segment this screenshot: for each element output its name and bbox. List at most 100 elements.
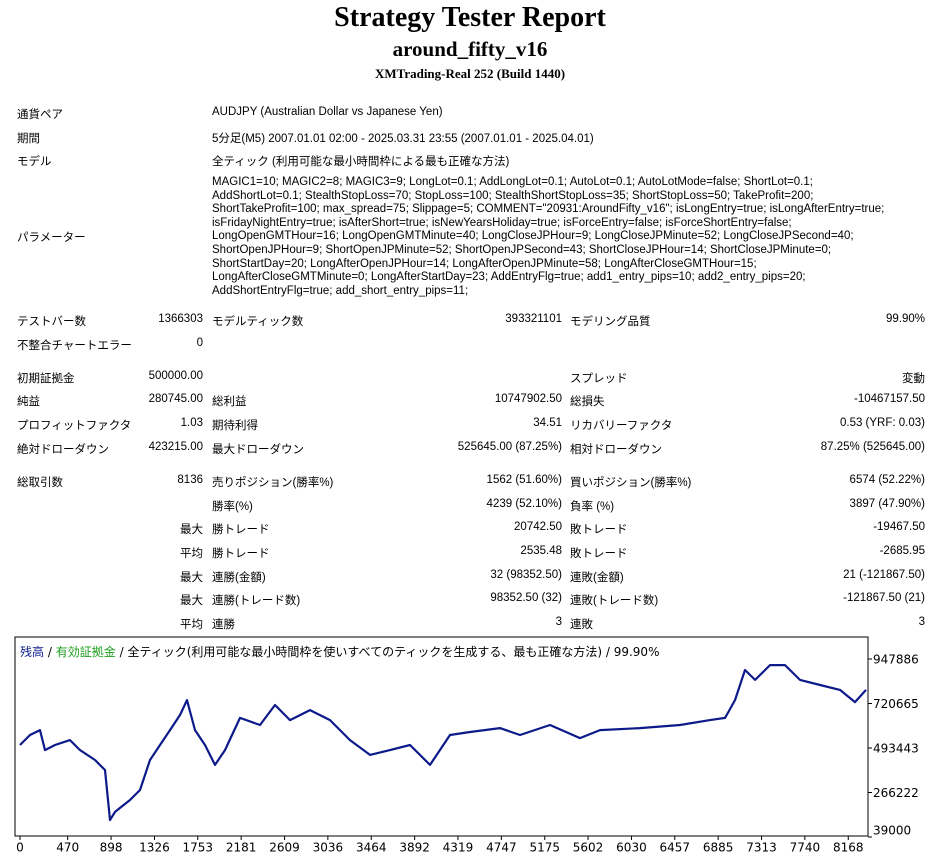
param-line: LongOpenGMTHour=16; LongOpenGMTMinute=40… <box>212 230 854 243</box>
info-label: モデル <box>17 156 52 168</box>
x-tick-label: 6457 <box>659 841 690 855</box>
x-tick-label: 5602 <box>573 841 604 855</box>
stat-label: 初期証拠金 <box>17 373 75 385</box>
x-tick-label: 2609 <box>269 841 300 855</box>
stat-label: プロフィットファクタ <box>17 420 132 432</box>
stat-label: 連勝(金額) <box>212 572 266 584</box>
balance-line <box>19 664 867 822</box>
stat-label: 純益 <box>17 396 40 408</box>
stat-label: 連敗(金額) <box>570 572 624 584</box>
x-tick-label: 2181 <box>226 841 257 855</box>
stat-value: 32 (98352.50) <box>490 569 562 581</box>
param-line: LongAfterCloseGMTMinute=0; LongAfterStar… <box>212 271 806 284</box>
stat-value: 34.51 <box>533 417 562 429</box>
y-tick-label: 266222 <box>873 786 919 800</box>
x-tick-label: 3036 <box>313 841 344 855</box>
stat-value: -2685.95 <box>879 545 925 557</box>
stat-value: -10467157.50 <box>854 393 925 405</box>
legend-balance: 残高 <box>20 644 44 659</box>
x-tick-label: 4747 <box>486 841 517 855</box>
stat-value: -121867.50 (21) <box>843 592 925 604</box>
chart-frame <box>14 636 869 837</box>
x-tick-label: 8168 <box>833 841 864 855</box>
stat-label: 期待利得 <box>212 420 258 432</box>
build: XMTrading-Real 252 (Build 1440) <box>374 66 566 81</box>
stat-value: 3 <box>555 616 562 628</box>
stat-label: 敗トレード <box>570 524 628 536</box>
stat-label: 売りポジション(勝率%) <box>212 477 334 489</box>
stat-label: 総取引数 <box>17 477 63 489</box>
x-tick-label: 5175 <box>529 841 560 855</box>
info-label: 通貨ペア <box>17 109 63 121</box>
stat-label: テストバー数 <box>17 316 86 328</box>
stat-label: 絶対ドローダウン <box>17 444 109 456</box>
stat-value: 21 (-121867.50) <box>843 569 925 581</box>
stat-value: 最大 <box>180 595 203 607</box>
param-line: MAGIC1=10; MAGIC2=8; MAGIC3=9; LongLot=0… <box>212 176 813 188</box>
legend-sep: / <box>48 645 53 659</box>
stat-label: 勝率(%) <box>212 501 253 513</box>
stat-label: 連勝(トレード数) <box>212 595 301 607</box>
stat-value: 3897 (47.90%) <box>849 498 925 510</box>
stat-value: 2535.48 <box>520 545 562 557</box>
subtitle: around_fifty_v16 <box>392 37 548 61</box>
stat-label: 敗トレード <box>570 548 628 560</box>
stat-value: 1.03 <box>180 417 203 429</box>
chart-subtitle: 全ティック(利用可能な最小時間枠を使いすべてのティックを生成する、最も正確な方法… <box>127 644 659 659</box>
x-tick-label: 470 <box>56 841 79 855</box>
stat-label: リカバリーファクタ <box>570 420 673 432</box>
stat-label: 負率 (%) <box>570 501 615 513</box>
stat-value: 平均 <box>180 619 203 631</box>
stat-label: モデリング品質 <box>570 316 651 328</box>
stat-value: 4239 (52.10%) <box>486 498 562 510</box>
stat-label: 勝トレード <box>212 524 270 536</box>
stat-value: -19467.50 <box>873 521 925 533</box>
info-value: AUDJPY (Australian Dollar vs Japanese Ye… <box>212 106 443 118</box>
y-tick-label: 493443 <box>873 742 919 756</box>
stat-value: 平均 <box>180 548 203 560</box>
stat-value: 3 <box>918 616 925 628</box>
stat-value: 6574 (52.22%) <box>849 474 925 486</box>
stat-value: 99.90% <box>885 313 925 325</box>
stat-label: 相対ドローダウン <box>570 444 662 456</box>
stat-value: 1562 (51.60%) <box>486 474 562 486</box>
stat-value: 98352.50 (32) <box>490 592 562 604</box>
info-label: 期間 <box>17 132 40 145</box>
x-tick-label: 0 <box>16 841 24 855</box>
stat-label: 勝トレード <box>212 548 270 560</box>
title: Strategy Tester Report <box>334 2 606 33</box>
stat-label: 総損失 <box>570 396 605 408</box>
param-line: AddShortLot=0.1; StealthStopLoss=70; Sto… <box>212 189 814 202</box>
stat-value: 525645.00 (87.25%) <box>457 441 562 453</box>
stat-label: 連敗 <box>570 619 593 631</box>
x-tick-label: 3464 <box>356 841 387 855</box>
stat-label: 不整合チャートエラー <box>17 340 132 352</box>
x-tick-label: 1753 <box>182 841 213 855</box>
stat-label: モデルティック数 <box>212 316 304 328</box>
x-tick-label: 4319 <box>443 841 474 855</box>
stat-value: 0 <box>196 337 203 349</box>
stat-value: 10747902.50 <box>494 393 562 405</box>
legend-equity: 有効証拠金 <box>56 644 116 659</box>
x-tick-label: 7740 <box>790 841 821 855</box>
x-tick-label: 7313 <box>746 841 777 855</box>
x-tick-label: 6885 <box>703 841 734 855</box>
stat-value: 280745.00 <box>148 393 203 405</box>
stat-value: 最大 <box>180 524 203 536</box>
stat-value: 8136 <box>177 474 203 486</box>
stat-value: 87.25% (525645.00) <box>820 441 925 453</box>
param-line: ShortStartDay=20; LongAfterOpenJPHour=14… <box>212 257 757 270</box>
y-tick-label: 39000 <box>873 824 911 838</box>
y-tick-label: 947886 <box>873 653 919 667</box>
param-line: AddShortEntryFlg=true; add_short_entry_p… <box>212 284 469 297</box>
stat-label: 買いポジション(勝率%) <box>570 477 692 489</box>
param-line: ShortTakeProfit=100; max_spread=75; Slip… <box>212 203 885 216</box>
legend: 残高 / 有効証拠金 / 全ティック(利用可能な最小時間枠を使いすべてのティック… <box>20 644 659 659</box>
x-tick-label: 1326 <box>139 841 170 855</box>
stat-value: 500000.00 <box>148 370 203 382</box>
stat-label: 最大ドローダウン <box>212 444 304 456</box>
x-tick-label: 898 <box>100 841 123 855</box>
stat-label: 連敗(トレード数) <box>570 595 659 607</box>
param-label: パラメーター <box>17 232 86 244</box>
